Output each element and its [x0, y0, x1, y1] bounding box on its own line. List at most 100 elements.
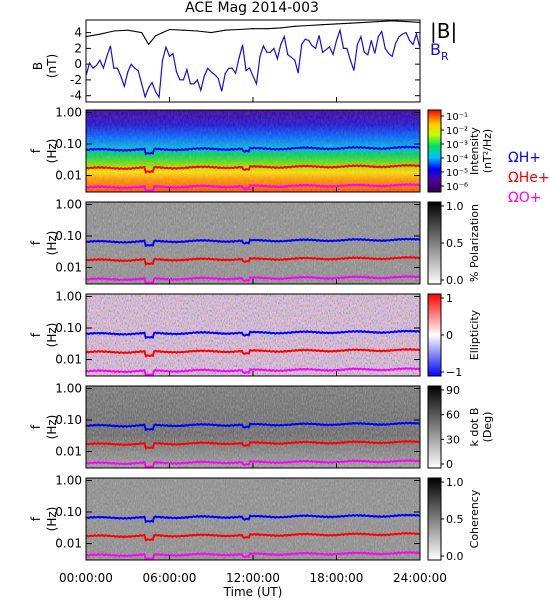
- y-tick-label: 0.01: [55, 445, 82, 459]
- ylabel-top: f: [29, 424, 43, 429]
- colorbar-label: % Polarization: [468, 204, 481, 282]
- bmag-point: [85, 36, 87, 38]
- heatmap-image: [86, 202, 420, 284]
- panel-kdotb: 1.00 0.10 0.01 f (Hz) 90 60 30 0 k dot B (Deg): [29, 381, 494, 471]
- panel-magnetic-field: B (nT) 420-2-4 |B| BR: [31, 19, 457, 103]
- y-tick-label: 2: [74, 41, 82, 55]
- y-tick-label: 1.00: [55, 197, 82, 211]
- br-point: [245, 69, 247, 72]
- bmag-point: [238, 28, 240, 31]
- br-point: [196, 79, 198, 81]
- br-point: [141, 83, 143, 85]
- bmag-point: [322, 24, 324, 26]
- br-point: [294, 59, 296, 61]
- bmag-point: [349, 22, 351, 24]
- heatmap-image: [86, 478, 420, 560]
- y-tick-label: 0.01: [55, 537, 82, 551]
- br-point: [384, 47, 386, 50]
- br-point: [99, 59, 101, 61]
- o-gyro-line: [86, 459, 420, 468]
- colorbar-tick-label: 1: [446, 292, 453, 305]
- colorbar: [427, 477, 442, 561]
- bmag-point: [419, 21, 421, 23]
- y-tick-label: 0.01: [55, 169, 82, 183]
- br-point: [175, 71, 178, 73]
- bmag-point: [141, 31, 143, 34]
- br-point: [335, 39, 338, 42]
- y-tick-label: 0: [74, 57, 82, 71]
- y-tick-label: 0.10: [55, 413, 82, 427]
- colorbar-tick-label: 10⁻⁶: [446, 182, 468, 193]
- bmag-point: [308, 24, 310, 27]
- gyro-label: ΩHe+: [508, 170, 550, 186]
- bmag-point: [280, 27, 282, 29]
- bmag-point: [405, 21, 407, 23]
- y-tick-label: 0.01: [55, 261, 82, 275]
- bmag-point: [363, 21, 365, 23]
- y-tick-label: 4: [74, 26, 82, 40]
- o-gyro-line: [86, 275, 420, 284]
- ylabel-top: f: [29, 240, 43, 245]
- o-gyro-line: [86, 367, 420, 376]
- colorbar-tick-label: 0.5: [446, 237, 464, 250]
- bmag-point: [127, 29, 129, 31]
- ylabel-top: f: [29, 148, 43, 153]
- br-point: [405, 31, 407, 34]
- bmag-point: [266, 28, 268, 30]
- x-tick-label: 00:00:00: [59, 571, 113, 585]
- x-tick-label: 18:00:00: [310, 571, 364, 585]
- colorbar-label: (nT²/Hz): [481, 129, 494, 173]
- y-tick-label: 1.00: [55, 105, 82, 119]
- panel-frame: [85, 19, 421, 103]
- br-point: [377, 36, 379, 38]
- br-point: [106, 55, 108, 57]
- ylabel-top: B: [31, 62, 45, 70]
- br-point: [315, 47, 317, 50]
- y-tick-label: 1.00: [55, 381, 82, 395]
- h-gyro-line: [86, 329, 420, 340]
- x-tick-label: 24:00:00: [393, 571, 447, 585]
- colorbar-tick-label: 60: [446, 409, 460, 422]
- he-gyro-line: [86, 163, 420, 174]
- br-point: [259, 55, 261, 57]
- ylabel-bottom: (nT): [45, 54, 59, 78]
- ylabel-top: f: [29, 516, 43, 521]
- colorbar: [427, 293, 442, 377]
- colorbar: [427, 385, 442, 469]
- x-tick-label: 12:00:00: [226, 571, 280, 585]
- br-point: [391, 55, 393, 57]
- colorbar-tick-label: 0.5: [446, 513, 464, 526]
- h-gyro-line: [86, 421, 420, 432]
- br-point: [342, 47, 345, 50]
- colorbar-tick-label: 10⁻²: [446, 126, 468, 137]
- bmag-point: [168, 28, 171, 31]
- h-gyro-line: [86, 145, 420, 156]
- colorbar-label: Ellipticity: [468, 309, 481, 360]
- br-point: [328, 46, 331, 48]
- br-point: [287, 54, 289, 56]
- legend-br-main: B: [430, 40, 441, 59]
- br-point: [231, 67, 233, 69]
- br-point: [266, 51, 268, 53]
- br-point: [168, 55, 171, 57]
- br-point: [85, 75, 87, 77]
- heatmap-image: [86, 386, 420, 468]
- he-gyro-line: [86, 255, 420, 266]
- br-point: [412, 43, 414, 46]
- panel-coherency: 1.00 0.10 0.01 f (Hz) 1.0 0.5 0.0 Coherency: [29, 473, 481, 563]
- y-tick-label: -2: [70, 73, 82, 87]
- colorbar-tick-label: 10⁻⁴: [446, 154, 468, 165]
- ylabel-bottom: (Hz): [45, 323, 59, 348]
- bmag-point: [161, 31, 164, 34]
- ylabel-bottom: (Hz): [45, 231, 59, 256]
- colorbar-tick-label: −1: [446, 366, 462, 379]
- br-point: [419, 47, 421, 50]
- y-tick-label: -4: [70, 89, 82, 103]
- br-point: [308, 39, 310, 42]
- br-point: [210, 71, 212, 73]
- bmag-point: [391, 20, 393, 22]
- y-tick-label: 0.10: [55, 229, 82, 243]
- bmag-point: [155, 35, 157, 37]
